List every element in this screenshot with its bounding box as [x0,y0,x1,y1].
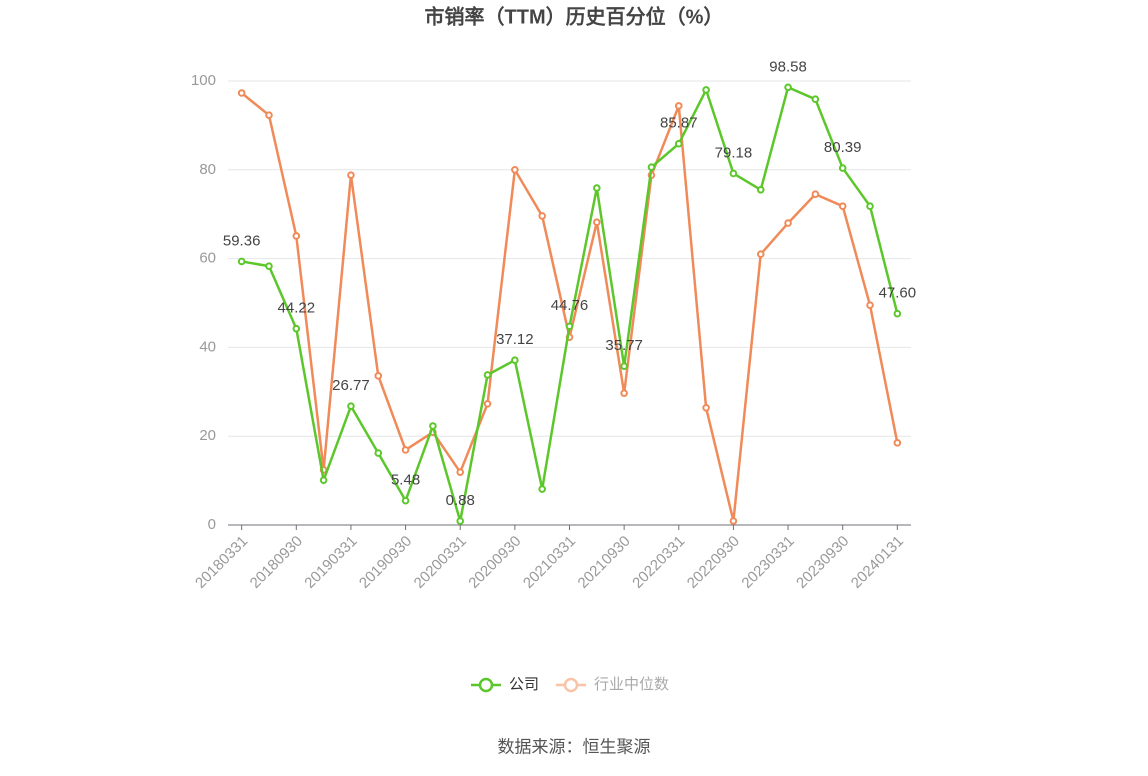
data-label: 26.77 [332,377,370,394]
legend-marker [478,677,494,693]
point [483,371,492,379]
data-label: 59.36 [223,232,261,249]
point [483,399,492,408]
data-label: 47.60 [879,285,917,302]
point [756,250,765,258]
point [292,324,301,333]
point [456,517,465,525]
point [401,446,410,454]
data-label: 5.48 [391,472,420,489]
point [702,403,710,412]
data-label: 79.18 [715,144,753,161]
point [784,83,792,92]
data-label: 35.77 [605,337,643,354]
point [593,218,601,226]
point [811,190,820,199]
point [838,164,847,172]
legend-marker [563,677,579,693]
point [647,163,656,171]
point [347,171,355,179]
x-tick-label: 20190930 [356,533,415,592]
point [538,212,546,220]
point [811,95,820,104]
point [237,89,246,97]
x-tick-label: 20210331 [520,533,579,592]
point [292,232,301,240]
point [401,496,410,505]
y-tick-label: 100 [191,72,216,89]
legend-label[interactable]: 行业中位数 [594,676,669,693]
point [674,139,683,148]
data-label: 44.22 [278,300,316,317]
point [538,485,546,493]
point [866,202,874,211]
point [729,169,738,178]
data-label: 85.87 [660,115,698,132]
point [893,439,902,447]
x-tick-label: 20200331 [411,533,470,592]
x-tick-label: 20230331 [738,533,797,592]
chart-title: 市销率（TTM）历史百分位（%） [425,4,724,28]
point [265,111,273,119]
x-tick-label: 20210930 [575,533,634,592]
data-label: 37.12 [496,331,534,348]
point [565,322,574,331]
point [347,402,355,410]
source-note: 数据来源：恒生聚源 [498,737,651,756]
x-tick-label: 20230930 [793,533,852,592]
data-label: 44.76 [551,297,589,314]
legend-label[interactable]: 公司 [509,676,539,693]
x-tick-label: 20200930 [465,533,524,592]
point [784,219,792,227]
point [593,184,601,192]
point [511,356,519,364]
point [620,389,628,397]
point [265,262,273,270]
data-label: 0.88 [446,492,475,509]
point [511,166,519,174]
x-tick-label: 20240131 [848,533,907,592]
point [456,468,465,476]
point [838,202,847,211]
point [729,517,738,525]
point [620,362,628,370]
y-tick-label: 0 [208,516,216,533]
point [893,309,902,318]
point [237,257,246,266]
x-tick-label: 20190331 [301,533,360,592]
point [866,301,874,310]
point [702,86,710,94]
point [756,185,765,194]
point [374,372,383,380]
point [319,476,328,484]
x-tick-label: 20180930 [247,533,306,592]
point [429,422,437,430]
point [374,449,383,457]
point [674,102,683,110]
x-tick-label: 20220331 [629,533,688,592]
y-tick-label: 20 [199,427,216,444]
y-tick-label: 40 [199,338,216,355]
data-label: 98.58 [769,58,807,75]
x-tick-label: 20180331 [192,533,251,592]
y-tick-label: 80 [199,161,216,178]
data-label: 80.39 [824,139,862,156]
x-tick-label: 20220930 [684,533,743,592]
y-tick-label: 60 [199,250,216,267]
